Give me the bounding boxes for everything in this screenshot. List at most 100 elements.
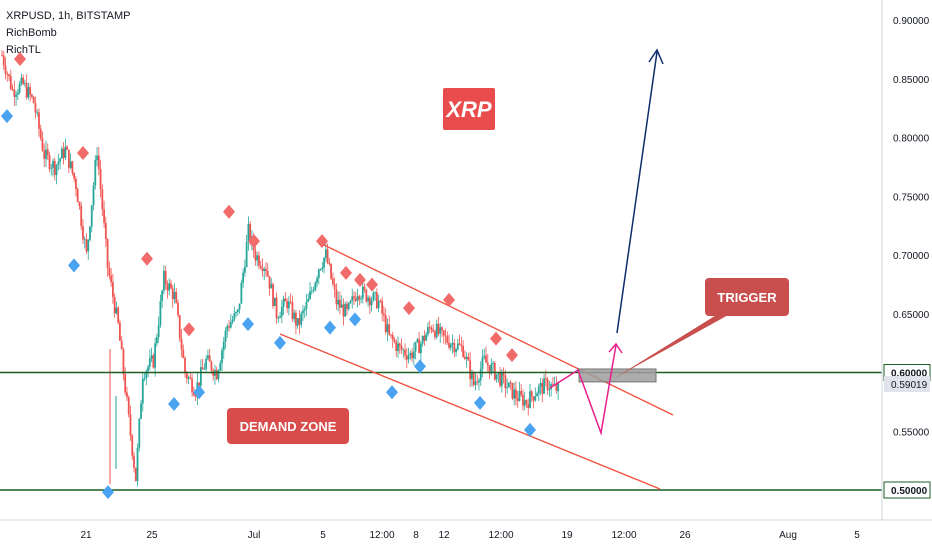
candle-body: [177, 302, 179, 316]
candle-body: [120, 340, 123, 350]
candle-body: [9, 76, 12, 89]
candle-body: [224, 330, 227, 342]
symbol-title[interactable]: XRPUSD, 1h, BITSTAMP: [6, 10, 131, 22]
candle-body: [207, 355, 209, 359]
pivot-high-marker: [77, 146, 89, 160]
candle-body: [310, 290, 313, 292]
candle-body: [442, 330, 445, 336]
candle-body: [279, 316, 281, 319]
candle-body: [1, 55, 3, 57]
candle-body: [203, 368, 206, 370]
indicator-richbomb[interactable]: RichBomb: [6, 27, 57, 39]
time-tick-label: 8: [413, 530, 419, 541]
time-tick-label: 5: [854, 530, 860, 541]
candle-body: [164, 270, 167, 285]
pivot-high-marker: [403, 301, 415, 316]
candle-body: [551, 384, 554, 385]
time-tick-label: 19: [561, 530, 573, 541]
candle-body: [398, 343, 401, 346]
candle-body: [268, 276, 271, 289]
candle-body: [131, 435, 134, 456]
candle-body: [150, 355, 153, 359]
candle-body: [184, 357, 186, 374]
time-tick-label: 26: [679, 530, 691, 541]
candle-body: [388, 324, 391, 335]
candle-body: [113, 297, 116, 314]
candle-body: [365, 289, 368, 302]
candle-body: [43, 150, 46, 159]
candle-body: [189, 377, 192, 379]
indicator-richtl[interactable]: RichTL: [6, 44, 41, 56]
candle-body: [235, 311, 237, 314]
candle-body: [500, 372, 503, 386]
candle-body: [145, 371, 148, 379]
candle-body: [152, 355, 155, 368]
candle-body: [458, 343, 461, 345]
candle-body: [412, 351, 415, 359]
pivot-low-marker: [386, 385, 398, 400]
candle-body: [488, 365, 491, 374]
candles-layer: [1, 49, 560, 487]
candle-body: [75, 178, 77, 189]
candle-body: [553, 383, 556, 385]
candle-body: [205, 358, 208, 369]
pivot-markers-layer: [1, 52, 536, 500]
candle-body: [238, 303, 241, 310]
candle-body: [71, 161, 74, 173]
candle-body: [13, 89, 16, 97]
candle-body: [96, 155, 98, 161]
candle-body: [159, 301, 162, 326]
candle-body: [453, 342, 456, 353]
projection-pink-path: [549, 344, 617, 436]
candle-body: [393, 339, 396, 342]
candle-body: [97, 155, 100, 169]
candle-body: [16, 92, 19, 95]
candle-body: [89, 226, 91, 240]
candle-body: [185, 373, 188, 379]
candle-body: [428, 326, 431, 328]
pivot-low-marker: [68, 258, 80, 273]
price-label-box: [883, 481, 931, 499]
candle-body: [472, 373, 475, 385]
candle-body: [497, 373, 500, 375]
xrp-badge-text: XRP: [444, 97, 492, 122]
candle-body: [198, 382, 201, 386]
candle-body: [163, 270, 165, 291]
candle-body: [321, 267, 324, 270]
candle-body: [45, 149, 47, 159]
time-axis[interactable]: 21 25 Jul 5 12:00 8 12 12:00 19 12:00 26 Aug 5: [0, 519, 932, 541]
candle-body: [154, 343, 157, 368]
candle-body: [99, 168, 102, 190]
candle-body: [522, 394, 524, 406]
candle-body: [374, 292, 377, 294]
projection-up-arrowhead: [648, 48, 664, 65]
price-label-support: 0.50000: [883, 481, 931, 499]
pivot-low-marker: [242, 317, 254, 332]
candle-body: [324, 249, 327, 258]
candle-body: [432, 329, 435, 332]
candle-body: [462, 345, 465, 357]
candle-body: [309, 291, 311, 299]
candle-body: [83, 239, 86, 241]
price-axis[interactable]: 0.90000 0.85000 0.80000 0.75000 0.70000 0.650…: [881, 0, 931, 520]
candle-body: [400, 345, 403, 350]
candle-body: [471, 373, 473, 380]
candle-body: [73, 172, 76, 179]
candle-body: [173, 291, 176, 300]
candle-body: [106, 239, 109, 268]
candle-body: [375, 292, 378, 309]
candle-body: [119, 322, 121, 341]
candle-body: [312, 290, 315, 291]
candle-body: [263, 268, 266, 271]
pivot-low-marker: [1, 109, 13, 124]
candle-body: [339, 299, 341, 308]
candle-body: [111, 282, 114, 298]
candle-body: [543, 378, 545, 394]
time-tick-label: 12:00: [611, 530, 636, 541]
candle-body: [418, 339, 421, 354]
candle-body: [532, 396, 535, 401]
current-price-label: 0.59019: [884, 376, 930, 393]
candle-body: [481, 357, 484, 369]
demand-zone-text: DEMAND ZONE: [240, 419, 337, 434]
